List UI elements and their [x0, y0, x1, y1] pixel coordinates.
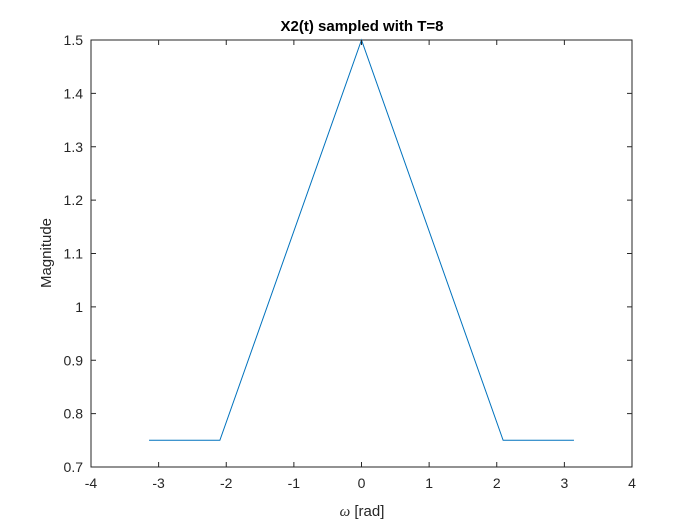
x-tick-label: 4: [628, 475, 636, 491]
y-tick-label: 0.9: [64, 352, 84, 368]
x-axis: -4 -3 -2 -1 0 1 2 3 4: [85, 40, 636, 491]
chart-title: X2(t) sampled with T=8: [281, 18, 444, 35]
axes-box: [90, 39, 633, 468]
x-axis-label: ω [rad]: [340, 503, 385, 520]
y-axis: 0.7 0.8 0.9 1 1.1 1.2 1.3 1.4 1.5: [64, 32, 632, 475]
y-tick-label: 1.2: [64, 192, 84, 208]
y-tick-label: 0.8: [64, 406, 84, 422]
x-tick-label: 2: [493, 475, 501, 491]
plot-area: [90, 39, 633, 468]
x-axis-label-symbol: ω: [340, 504, 351, 520]
y-tick-label: 0.7: [64, 459, 84, 475]
y-tick-label: 1: [75, 299, 83, 315]
y-tick-label: 1.1: [64, 246, 84, 262]
x-tick-label: -1: [288, 475, 301, 491]
x-axis-label-unit: [rad]: [354, 503, 384, 520]
x-tick-label: -2: [220, 475, 233, 491]
x-tick-label: 1: [425, 475, 433, 491]
x-tick-label: -4: [85, 475, 98, 491]
y-tick-label: 1.4: [64, 85, 84, 101]
x-tick-label: 0: [358, 475, 366, 491]
x-tick-label: -3: [152, 475, 165, 491]
y-tick-label: 1.5: [64, 32, 84, 48]
y-tick-label: 1.3: [64, 139, 84, 155]
y-axis-label: Magnitude: [38, 218, 55, 288]
x-tick-label: 3: [560, 475, 568, 491]
